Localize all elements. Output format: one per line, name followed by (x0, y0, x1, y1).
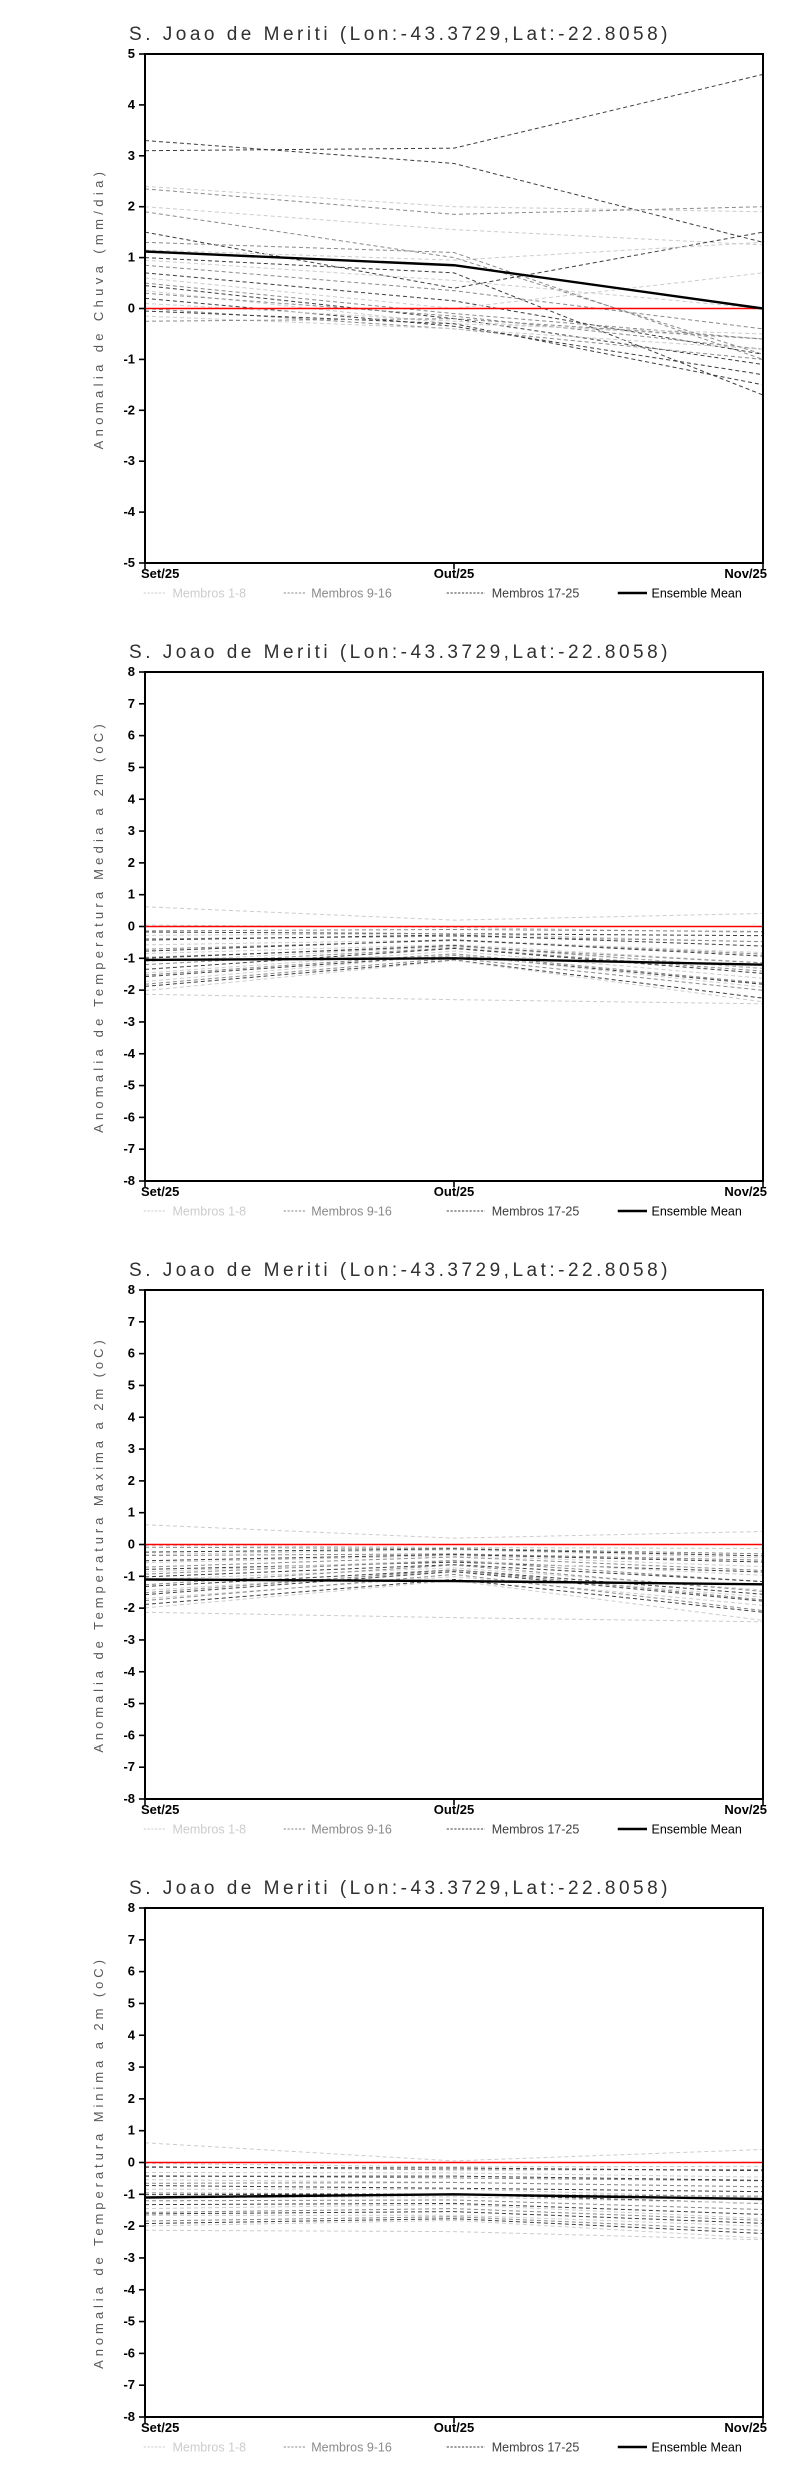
svg-text:5: 5 (128, 1377, 135, 1392)
svg-text:Set/25: Set/25 (141, 1802, 179, 1817)
svg-text:0: 0 (128, 919, 135, 934)
svg-text:Membros 9-16: Membros 9-16 (311, 1823, 392, 1837)
svg-text:1: 1 (128, 1505, 135, 1520)
svg-text:-6: -6 (123, 1109, 135, 1124)
svg-text:2: 2 (128, 1473, 135, 1488)
svg-text:-3: -3 (123, 1632, 135, 1647)
svg-text:3: 3 (128, 148, 135, 163)
svg-text:Out/25: Out/25 (434, 1184, 474, 1199)
svg-text:-8: -8 (123, 1791, 135, 1806)
svg-text:2: 2 (128, 855, 135, 870)
svg-text:6: 6 (128, 728, 135, 743)
svg-text:8: 8 (128, 1282, 135, 1297)
svg-text:-7: -7 (123, 1141, 135, 1156)
svg-text:Membros 1-8: Membros 1-8 (173, 1205, 247, 1219)
svg-text:8: 8 (128, 1900, 135, 1915)
svg-text:-5: -5 (123, 1696, 135, 1711)
svg-text:4: 4 (128, 97, 136, 112)
svg-text:Out/25: Out/25 (434, 1802, 474, 1817)
svg-text:5: 5 (128, 1995, 135, 2010)
svg-text:7: 7 (128, 1932, 135, 1947)
svg-text:-2: -2 (123, 2218, 135, 2233)
svg-text:Set/25: Set/25 (141, 1184, 179, 1199)
svg-text:-3: -3 (123, 453, 135, 468)
svg-text:3: 3 (128, 823, 135, 838)
svg-text:0: 0 (128, 2155, 135, 2170)
svg-text:Membros 1-8: Membros 1-8 (173, 2441, 247, 2455)
svg-text:-5: -5 (123, 1078, 135, 1093)
svg-text:Anomalia de Temperatura Maxima: Anomalia de Temperatura Maxima a 2m (oC) (91, 1336, 106, 1752)
svg-text:-3: -3 (123, 2250, 135, 2265)
svg-text:-2: -2 (123, 1600, 135, 1615)
svg-text:2: 2 (128, 2091, 135, 2106)
svg-text:Set/25: Set/25 (141, 566, 179, 581)
svg-text:Out/25: Out/25 (434, 566, 474, 581)
svg-text:2: 2 (128, 199, 135, 214)
svg-text:Ensemble Mean: Ensemble Mean (652, 2441, 742, 2455)
svg-text:Set/25: Set/25 (141, 2420, 179, 2435)
svg-text:-6: -6 (123, 2345, 135, 2360)
svg-text:Membros 1-8: Membros 1-8 (173, 1823, 247, 1837)
svg-text:0: 0 (128, 301, 135, 316)
svg-text:-4: -4 (123, 1664, 135, 1679)
svg-text:-1: -1 (123, 950, 135, 965)
svg-text:1: 1 (128, 250, 135, 265)
svg-text:-8: -8 (123, 2409, 135, 2424)
svg-text:-4: -4 (123, 504, 135, 519)
svg-text:4: 4 (128, 791, 136, 806)
svg-text:S. Joao de Meriti (Lon:-43.372: S. Joao de Meriti (Lon:-43.3729,Lat:-22.… (129, 642, 671, 663)
svg-text:Nov/25: Nov/25 (724, 1802, 767, 1817)
svg-text:Membros 17-25: Membros 17-25 (492, 2441, 580, 2455)
svg-text:Ensemble Mean: Ensemble Mean (652, 1205, 742, 1219)
svg-text:Anomalia de Chuva (mm/dia): Anomalia de Chuva (mm/dia) (91, 168, 106, 450)
svg-text:-6: -6 (123, 1727, 135, 1742)
svg-text:-5: -5 (123, 555, 135, 570)
svg-text:-4: -4 (123, 2282, 135, 2297)
svg-text:Nov/25: Nov/25 (724, 566, 767, 581)
svg-text:S. Joao de Meriti (Lon:-43.372: S. Joao de Meriti (Lon:-43.3729,Lat:-22.… (129, 1260, 671, 1281)
svg-text:Membros 17-25: Membros 17-25 (492, 1823, 580, 1837)
svg-text:-1: -1 (123, 351, 135, 366)
svg-text:-2: -2 (123, 982, 135, 997)
svg-text:Membros 17-25: Membros 17-25 (492, 587, 580, 601)
svg-text:1: 1 (128, 2123, 135, 2138)
svg-text:-1: -1 (123, 2186, 135, 2201)
svg-text:5: 5 (128, 759, 135, 774)
svg-text:0: 0 (128, 1537, 135, 1552)
svg-text:6: 6 (128, 1346, 135, 1361)
svg-text:-4: -4 (123, 1046, 135, 1061)
svg-text:-2: -2 (123, 402, 135, 417)
svg-text:-7: -7 (123, 1759, 135, 1774)
svg-text:Out/25: Out/25 (434, 2420, 474, 2435)
svg-text:S. Joao de Meriti (Lon:-43.372: S. Joao de Meriti (Lon:-43.3729,Lat:-22.… (129, 24, 671, 45)
svg-text:-8: -8 (123, 1173, 135, 1188)
svg-text:5: 5 (128, 46, 135, 61)
svg-text:4: 4 (128, 1409, 136, 1424)
svg-text:3: 3 (128, 1441, 135, 1456)
svg-text:Nov/25: Nov/25 (724, 1184, 767, 1199)
svg-text:Ensemble Mean: Ensemble Mean (652, 587, 742, 601)
svg-text:8: 8 (128, 664, 135, 679)
svg-text:-7: -7 (123, 2377, 135, 2392)
svg-text:1: 1 (128, 887, 135, 902)
svg-text:6: 6 (128, 1964, 135, 1979)
svg-text:Anomalia de Temperatura Minima: Anomalia de Temperatura Minima a 2m (oC) (91, 1956, 106, 2369)
svg-text:4: 4 (128, 2027, 136, 2042)
svg-text:7: 7 (128, 696, 135, 711)
svg-text:3: 3 (128, 2059, 135, 2074)
svg-text:Nov/25: Nov/25 (724, 2420, 767, 2435)
svg-text:Membros 9-16: Membros 9-16 (311, 1205, 392, 1219)
svg-text:-3: -3 (123, 1014, 135, 1029)
svg-text:Anomalia de Temperatura Media: Anomalia de Temperatura Media a 2m (oC) (91, 720, 106, 1133)
svg-text:-5: -5 (123, 2314, 135, 2329)
svg-text:7: 7 (128, 1314, 135, 1329)
svg-text:Membros 17-25: Membros 17-25 (492, 1205, 580, 1219)
svg-text:-1: -1 (123, 1568, 135, 1583)
svg-text:Membros 9-16: Membros 9-16 (311, 2441, 392, 2455)
svg-text:Membros 1-8: Membros 1-8 (173, 587, 247, 601)
svg-text:S. Joao de Meriti (Lon:-43.372: S. Joao de Meriti (Lon:-43.3729,Lat:-22.… (129, 1878, 671, 1899)
svg-text:Membros 9-16: Membros 9-16 (311, 587, 392, 601)
svg-text:Ensemble Mean: Ensemble Mean (652, 1823, 742, 1837)
